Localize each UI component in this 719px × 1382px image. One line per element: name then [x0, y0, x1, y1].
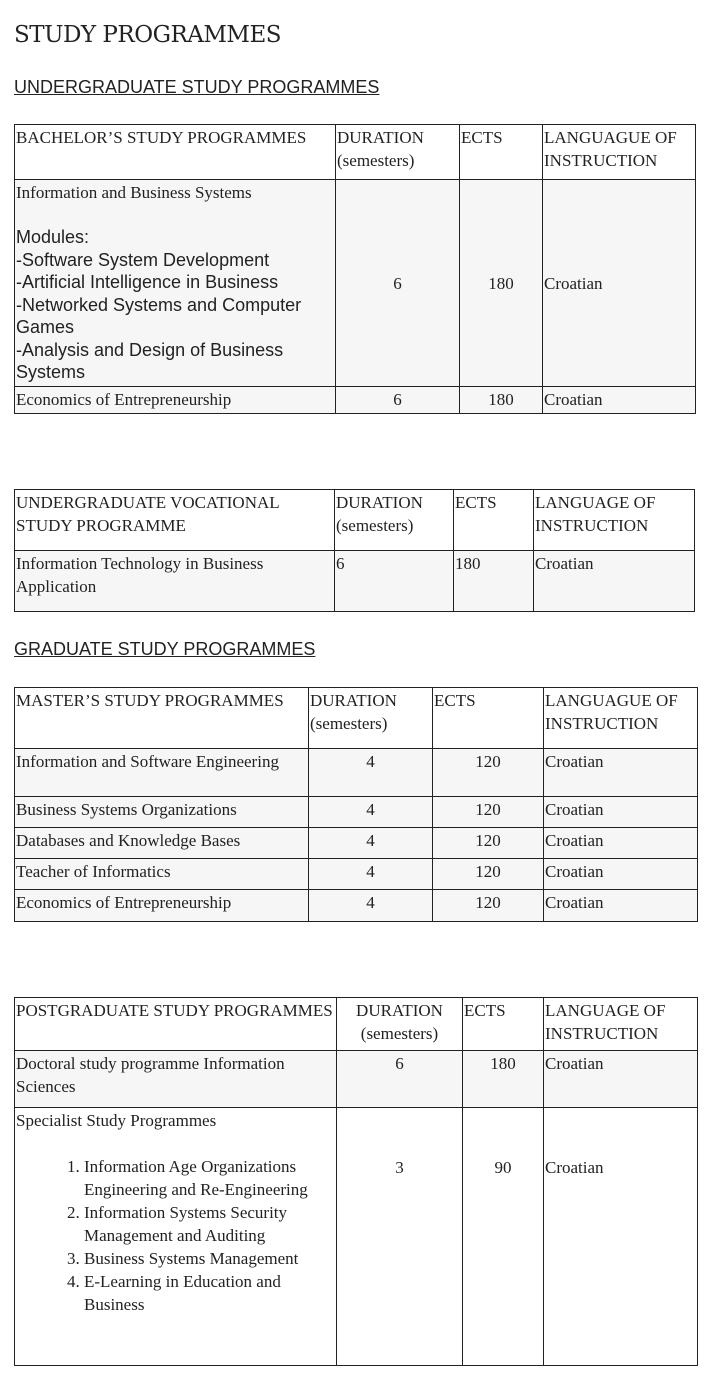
- ects-cell: 120: [432, 889, 544, 922]
- list-item: Information Systems Security Management …: [84, 1201, 335, 1247]
- ects-cell: 120: [432, 796, 544, 828]
- header-cell: ECTS: [462, 997, 544, 1051]
- header-cell: DURATION (semesters): [335, 124, 460, 180]
- header-cell: UNDERGRADUATE VOCATIONAL STUDY PROGRAMME: [14, 489, 335, 551]
- header-cell: ECTS: [453, 489, 534, 551]
- duration-cell: 3: [336, 1107, 463, 1366]
- module-item: -Analysis and Design of Business Systems: [16, 339, 284, 383]
- table-row: Information and Software Engineering 4 1…: [14, 748, 698, 797]
- table-header: POSTGRADUATE STUDY PROGRAMMES DURATION (…: [14, 997, 698, 1051]
- programme-cell: Databases and Knowledge Bases: [14, 827, 309, 859]
- duration-cell: 6: [336, 1050, 463, 1108]
- header-cell: LANGUAGUE OF INSTRUCTION: [543, 687, 698, 749]
- header-cell: LANGUAGE OF INSTRUCTION: [533, 489, 695, 551]
- list-item: Business Systems Management: [84, 1247, 335, 1270]
- table-row: Specialist Study Programmes Information …: [14, 1107, 698, 1366]
- duration-cell: 4: [308, 748, 433, 797]
- language-cell: Croatian: [543, 858, 698, 890]
- language-cell: Croatian: [542, 386, 696, 414]
- module-item: -Networked Systems and Computer Games: [16, 294, 302, 338]
- table-row: Information Technology in Business Appli…: [14, 550, 695, 612]
- table-row: Doctoral study programme Information Sci…: [14, 1050, 698, 1108]
- duration-cell: 6: [335, 179, 460, 387]
- table-row: Economics of Entrepreneurship 6 180 Croa…: [14, 386, 696, 414]
- table-row: Databases and Knowledge Bases 4 120 Croa…: [14, 827, 698, 859]
- module-item: -Software System Development: [16, 249, 270, 270]
- programme-cell: Information Technology in Business Appli…: [14, 550, 335, 612]
- programme-name: Specialist Study Programmes: [16, 1111, 217, 1130]
- graduate-heading: GRADUATE STUDY PROGRAMMES: [14, 639, 316, 659]
- table-header: UNDERGRADUATE VOCATIONAL STUDY PROGRAMME…: [14, 489, 695, 551]
- specialist-list: Information Age Organizations Engineerin…: [16, 1155, 335, 1316]
- table-row: Business Systems Organizations 4 120 Cro…: [14, 796, 698, 828]
- header-cell: DURATION (semesters): [334, 489, 454, 551]
- ects-cell: 180: [462, 1050, 544, 1108]
- ects-cell: 90: [462, 1107, 544, 1366]
- ects-cell: 180: [459, 386, 543, 414]
- table-row: Information and Business Systems Modules…: [14, 179, 696, 387]
- language-cell: Croatian: [543, 748, 698, 797]
- header-cell: LANGUAGUE OF INSTRUCTION: [542, 124, 696, 180]
- table-header: BACHELOR’S STUDY PROGRAMMES DURATION (se…: [14, 124, 696, 180]
- programme-cell: Doctoral study programme Information Sci…: [14, 1050, 337, 1108]
- language-cell: Croatian: [543, 1050, 698, 1108]
- header-cell: LANGUAGE OF INSTRUCTION: [543, 997, 698, 1051]
- header-cell: BACHELOR’S STUDY PROGRAMMES: [14, 124, 336, 180]
- duration-cell: 6: [335, 386, 460, 414]
- ects-cell: 120: [432, 858, 544, 890]
- module-item: -Artificial Intelligence in Business: [16, 272, 279, 292]
- ects-cell: 120: [432, 748, 544, 797]
- header-cell: ECTS: [459, 124, 543, 180]
- language-cell: Croatian: [543, 827, 698, 859]
- language-cell: Croatian: [543, 796, 698, 828]
- programme-cell: Specialist Study Programmes Information …: [14, 1107, 337, 1366]
- page-title: STUDY PROGRAMMES: [14, 22, 282, 48]
- master-table: MASTER’S STUDY PROGRAMMES DURATION (seme…: [14, 687, 698, 922]
- programme-cell: Economics of Entrepreneurship: [14, 889, 309, 922]
- ects-cell: 120: [432, 827, 544, 859]
- header-cell: DURATION (semesters): [336, 997, 463, 1051]
- duration-cell: 4: [308, 889, 433, 922]
- undergraduate-heading: UNDERGRADUATE STUDY PROGRAMMES: [14, 77, 380, 97]
- table-row: Teacher of Informatics 4 120 Croatian: [14, 858, 698, 890]
- language-cell: Croatian: [543, 889, 698, 922]
- language-cell: Croatian: [533, 550, 695, 612]
- table-row: Economics of Entrepreneurship 4 120 Croa…: [14, 889, 698, 922]
- header-cell: POSTGRADUATE STUDY PROGRAMMES: [14, 997, 337, 1051]
- programme-cell: Teacher of Informatics: [14, 858, 309, 890]
- ects-cell: 180: [459, 179, 543, 387]
- ects-cell: 180: [453, 550, 534, 612]
- modules-label: Modules:: [16, 227, 90, 247]
- programme-cell: Business Systems Organizations: [14, 796, 309, 828]
- header-cell: DURATION (semesters): [308, 687, 433, 749]
- language-cell: Croatian: [542, 179, 696, 387]
- duration-cell: 4: [308, 796, 433, 828]
- programme-name: Information and Business Systems: [16, 183, 252, 202]
- header-cell: MASTER’S STUDY PROGRAMMES: [14, 687, 309, 749]
- list-item: E-Learning in Education and Business: [84, 1270, 335, 1316]
- duration-cell: 4: [308, 827, 433, 859]
- bachelor-table: BACHELOR’S STUDY PROGRAMMES DURATION (se…: [14, 124, 696, 414]
- table-header: MASTER’S STUDY PROGRAMMES DURATION (seme…: [14, 687, 698, 749]
- duration-cell: 6: [334, 550, 454, 612]
- list-item: Information Age Organizations Engineerin…: [84, 1155, 335, 1201]
- programme-cell: Information and Business Systems Modules…: [14, 179, 336, 387]
- programme-cell: Information and Software Engineering: [14, 748, 309, 797]
- vocational-table: UNDERGRADUATE VOCATIONAL STUDY PROGRAMME…: [14, 489, 695, 612]
- header-cell: ECTS: [432, 687, 544, 749]
- postgraduate-table: POSTGRADUATE STUDY PROGRAMMES DURATION (…: [14, 997, 698, 1366]
- programme-cell: Economics of Entrepreneurship: [14, 386, 336, 414]
- language-cell: Croatian: [543, 1107, 698, 1366]
- duration-cell: 4: [308, 858, 433, 890]
